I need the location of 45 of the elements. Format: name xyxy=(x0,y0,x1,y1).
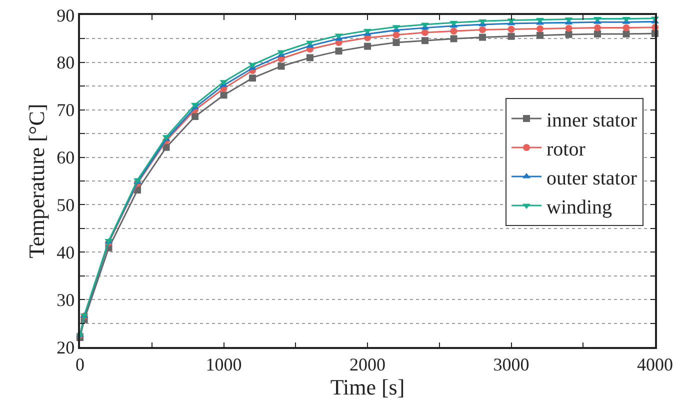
point xyxy=(392,39,400,46)
point xyxy=(479,34,486,41)
y-tick-label: 80 xyxy=(56,52,75,73)
point xyxy=(565,30,572,38)
y-tick-label: 70 xyxy=(56,100,75,120)
point xyxy=(565,24,572,32)
point xyxy=(450,35,458,42)
x-tick-label: 0 xyxy=(76,354,84,374)
legend-label: outer stator xyxy=(546,167,638,190)
point xyxy=(536,32,544,39)
point xyxy=(450,28,458,35)
point xyxy=(162,144,170,151)
point xyxy=(422,29,428,36)
point xyxy=(508,26,515,33)
y-tick-label: 90 xyxy=(56,5,75,26)
point xyxy=(364,42,371,50)
legend-label: inner stator xyxy=(546,109,638,132)
y-tick-label: 20 xyxy=(56,337,75,358)
y-axis-title: Temperature [°C] xyxy=(24,104,49,258)
point xyxy=(479,26,486,34)
point xyxy=(622,30,630,38)
x-tick-label: 2000 xyxy=(350,354,386,374)
x-tick-label: 4000 xyxy=(637,354,673,374)
legend-label: rotor xyxy=(546,138,586,160)
x-axis-title: Time [s] xyxy=(330,374,405,400)
x-tick-label: 3000 xyxy=(493,354,530,374)
y-tick-label: 40 xyxy=(56,242,75,262)
point xyxy=(335,48,342,55)
point xyxy=(508,32,515,40)
point xyxy=(536,25,544,32)
y-tick-label: 50 xyxy=(56,195,75,216)
y-tick-label: 30 xyxy=(56,290,75,310)
point xyxy=(422,37,428,44)
point xyxy=(249,74,256,82)
legend-label: winding xyxy=(546,196,612,218)
x-tick-label: 1000 xyxy=(206,354,242,374)
y-tick-label: 60 xyxy=(56,148,75,168)
point xyxy=(278,62,285,70)
point xyxy=(622,24,630,32)
point xyxy=(220,92,228,99)
point xyxy=(392,31,400,38)
point xyxy=(192,113,198,120)
point xyxy=(594,30,601,38)
point xyxy=(306,54,314,62)
point xyxy=(594,24,601,32)
